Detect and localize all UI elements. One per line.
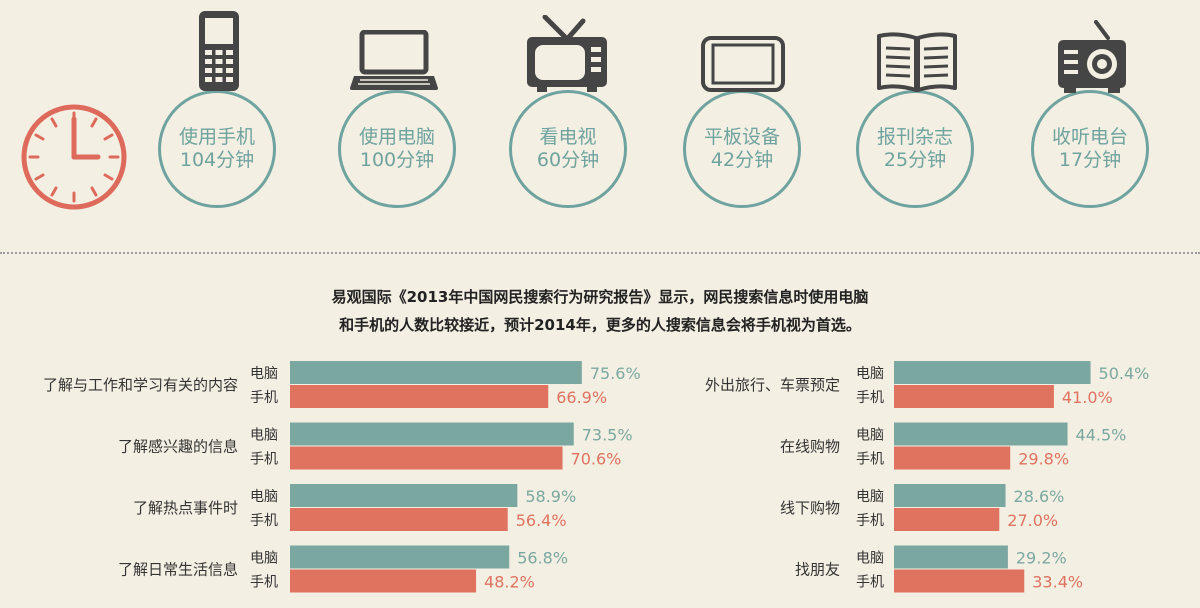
bar-computer — [290, 484, 518, 507]
device-label: 收听电台 — [1051, 126, 1128, 148]
value-label: 56.4% — [516, 511, 567, 530]
series-label: 手机 — [856, 575, 884, 591]
bar-mobile — [290, 385, 549, 408]
value-label: 66.9% — [556, 388, 607, 407]
value-label: 29.2% — [1016, 549, 1067, 568]
bar-mobile — [894, 569, 1025, 593]
value-label: 29.8% — [1018, 450, 1069, 469]
value-label: 73.5% — [582, 426, 633, 445]
device-minutes: 60分钟 — [536, 149, 600, 171]
value-label: 41.0% — [1062, 388, 1113, 407]
value-label: 75.6% — [590, 364, 641, 383]
series-label: 手机 — [856, 513, 884, 529]
device-label: 使用手机 — [178, 126, 255, 148]
value-label: 28.6% — [1014, 487, 1065, 506]
device-minutes: 100分钟 — [359, 149, 435, 171]
bar-mobile — [894, 385, 1054, 408]
bar-mobile — [290, 508, 508, 531]
series-label: 手机 — [250, 575, 278, 591]
bar-mobile — [894, 446, 1011, 470]
series-label: 手机 — [250, 452, 278, 468]
bar-computer — [290, 361, 582, 384]
value-label: 58.9% — [525, 487, 576, 506]
category-label: 了解热点事件时 — [133, 499, 238, 517]
intro-line-1: 易观国际《2013年中国网民搜索行为研究报告》显示，网民搜索信息时使用电脑 — [331, 288, 869, 306]
mobile-phone-icon — [199, 11, 239, 91]
series-label: 手机 — [856, 390, 884, 406]
device-circle-phone: 使用手机 104分钟 — [158, 90, 276, 208]
bar-computer — [894, 545, 1008, 569]
value-label: 44.5% — [1076, 426, 1127, 445]
category-label: 在线购物 — [780, 438, 840, 456]
series-label: 电脑 — [250, 551, 278, 567]
value-label: 70.6% — [571, 450, 622, 469]
bar-computer — [894, 422, 1068, 446]
series-label: 电脑 — [250, 366, 278, 382]
category-label: 外出旅行、车票预定 — [705, 376, 840, 394]
device-circle-tablet: 平板设备 42分钟 — [683, 90, 801, 208]
series-label: 电脑 — [856, 551, 884, 567]
device-label: 平板设备 — [703, 126, 780, 148]
category-label: 了解日常生活信息 — [118, 561, 238, 579]
device-circle-radio: 收听电台 17分钟 — [1031, 90, 1149, 208]
bar-computer — [894, 484, 1006, 507]
series-label: 电脑 — [856, 428, 884, 444]
value-label: 50.4% — [1099, 364, 1150, 383]
series-label: 手机 — [856, 452, 884, 468]
bar-computer — [290, 422, 574, 446]
series-label: 电脑 — [856, 366, 884, 382]
device-circle-print: 报刊杂志 25分钟 — [856, 90, 974, 208]
device-minutes: 25分钟 — [883, 149, 947, 171]
device-minutes: 104分钟 — [179, 149, 255, 171]
bar-mobile — [290, 569, 477, 593]
tablet-icon — [701, 36, 785, 92]
radio-icon — [1058, 20, 1126, 93]
device-label: 看电视 — [539, 126, 597, 148]
device-label: 报刊杂志 — [876, 126, 953, 148]
series-label: 手机 — [250, 513, 278, 529]
bar-computer — [290, 545, 510, 569]
laptop-icon — [350, 30, 438, 90]
series-label: 电脑 — [250, 489, 278, 505]
intro-line-2: 和手机的人数比较接近，预计2014年，更多的人搜索信息会将手机视为首选。 — [339, 316, 861, 334]
value-label: 27.0% — [1007, 511, 1058, 530]
category-label: 找朋友 — [795, 561, 840, 579]
category-label: 线下购物 — [780, 499, 840, 517]
bar-mobile — [894, 508, 1000, 531]
value-label: 56.8% — [517, 549, 568, 568]
series-label: 手机 — [250, 390, 278, 406]
device-label: 使用电脑 — [358, 126, 435, 148]
series-label: 电脑 — [250, 428, 278, 444]
device-minutes: 17分钟 — [1058, 149, 1122, 171]
bar-computer — [894, 361, 1091, 384]
category-label: 了解感兴趣的信息 — [118, 438, 238, 456]
device-circle-tv: 看电视 60分钟 — [509, 90, 627, 208]
category-label: 了解与工作和学习有关的内容 — [43, 376, 238, 394]
value-label: 33.4% — [1032, 573, 1083, 592]
device-circle-computer: 使用电脑 100分钟 — [338, 90, 456, 208]
clock-icon — [21, 104, 127, 210]
device-minutes: 42分钟 — [710, 149, 774, 171]
tv-icon — [527, 15, 607, 92]
bar-mobile — [290, 446, 563, 470]
series-label: 电脑 — [856, 489, 884, 505]
value-label: 48.2% — [484, 573, 535, 592]
dotted-divider — [0, 252, 1200, 254]
book-icon — [877, 32, 957, 92]
